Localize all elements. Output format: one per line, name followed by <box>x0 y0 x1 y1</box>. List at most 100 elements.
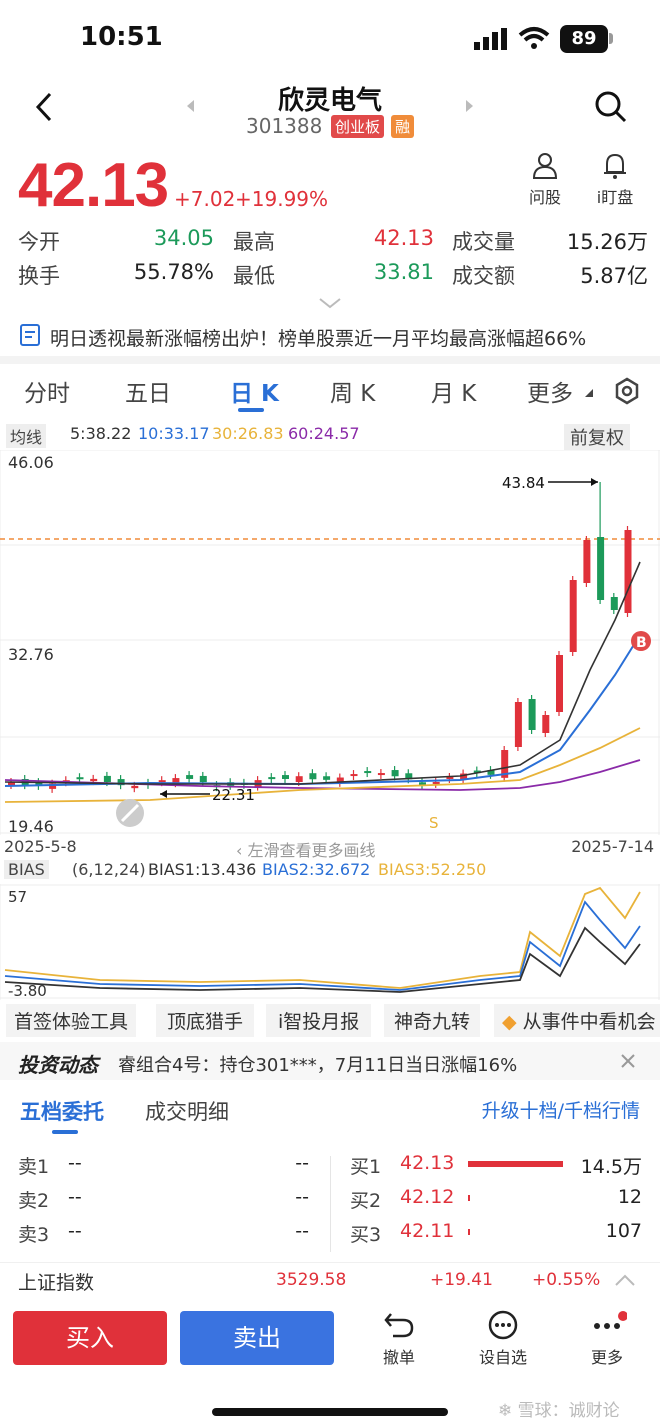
settings-icon[interactable] <box>612 376 642 406</box>
bias-params: (6,12,24) <box>72 860 146 879</box>
news-banner[interactable]: 明日透视最新涨幅榜出炉！榜单股票近一月平均最高涨幅超66% <box>0 318 660 354</box>
candle-body <box>172 778 180 784</box>
ma5-line <box>4 561 641 785</box>
candle-body <box>103 775 111 783</box>
candle-body <box>446 776 454 779</box>
y-axis-top: 46.06 <box>8 453 54 472</box>
bias-top-label: 57 <box>8 888 27 906</box>
sell-price: -- <box>68 1186 82 1208</box>
bias2-line <box>4 900 641 991</box>
sell-label: 卖2 <box>18 1190 50 1212</box>
add-watchlist-button[interactable]: 设自选 <box>468 1310 538 1368</box>
person-icon <box>532 153 558 179</box>
candle-body <box>624 530 632 613</box>
expand-chevron-icon[interactable] <box>318 296 342 310</box>
prev-stock-icon[interactable] <box>184 98 196 114</box>
margin-tag: 融 <box>391 115 415 138</box>
tools-row: 首签体验工具 顶底猎手 i智投月报 神奇九转 ◆ 从事件中看机会 <box>0 1004 660 1038</box>
buy-label: 买1 <box>350 1156 382 1178</box>
tab-weekly-k[interactable]: 周 K <box>330 381 376 407</box>
high-label: 最高 <box>233 230 275 254</box>
bias-bottom-label: -3.80 <box>8 982 47 1000</box>
kline-chart[interactable]: 46.06 32.76 19.46 43.84 22.31 S B <box>0 450 660 835</box>
swipe-hint: ‹ 左滑查看更多画线 <box>236 837 376 861</box>
ask-stock-button[interactable]: 问股 <box>510 152 580 208</box>
candle-body <box>432 781 440 784</box>
candle-body <box>76 777 84 780</box>
candle-body <box>405 773 413 780</box>
tool-chip-events[interactable]: ◆ 从事件中看机会 <box>494 1004 660 1037</box>
candle-body <box>8 782 15 785</box>
cancel-order-label: 撤单 <box>382 1348 415 1367</box>
tab-more[interactable]: 更多 <box>527 381 573 407</box>
board-tag: 创业板 <box>331 115 385 138</box>
tab-order-levels[interactable]: 五档委托 <box>20 1100 104 1124</box>
candle-body <box>377 773 385 776</box>
close-icon[interactable] <box>620 1053 636 1069</box>
document-icon <box>20 324 40 346</box>
bias3-value: BIAS3:52.250 <box>378 860 487 879</box>
candle-body <box>583 540 591 583</box>
buy-button[interactable]: 买入 <box>13 1311 167 1365</box>
diamond-icon: ◆ <box>502 1011 523 1033</box>
more-button[interactable]: 更多 <box>572 1310 642 1368</box>
tool-chip-nine-turns[interactable]: 神奇九转 <box>384 1004 481 1037</box>
tool-chip-trial[interactable]: 首签体验工具 <box>6 1004 137 1037</box>
back-icon[interactable] <box>30 90 58 124</box>
tool-chip-bottom-hunter[interactable]: 顶底猎手 <box>156 1004 255 1037</box>
bias1-line <box>4 926 641 993</box>
turnover-value: 55.78% <box>133 260 214 284</box>
tool-chip-monthly[interactable]: i智投月报 <box>266 1004 372 1037</box>
tab-trade-detail[interactable]: 成交明细 <box>145 1100 229 1124</box>
tab-intraday[interactable]: 分时 <box>24 381 70 407</box>
investment-dynamic-bar[interactable]: 投资动态 睿组合4号：持仓301***，7月11日当日涨幅16% <box>0 1042 660 1080</box>
low-arrow-head <box>160 790 167 798</box>
y-axis-mid: 32.76 <box>8 645 54 664</box>
adjust-selector[interactable]: 前复权 <box>564 424 630 450</box>
watch-plate-button[interactable]: i盯盘 <box>580 152 650 208</box>
tool-chip-events-label: 从事件中看机会 <box>522 1011 656 1033</box>
home-indicator <box>212 1408 448 1416</box>
next-stock-icon[interactable] <box>464 98 476 114</box>
active-tab-indicator <box>52 1130 78 1134</box>
sell-button[interactable]: 卖出 <box>180 1311 334 1365</box>
battery-tip <box>609 33 613 44</box>
open-label: 今开 <box>18 230 60 254</box>
chevron-up-icon[interactable] <box>614 1273 636 1287</box>
ma-toggle[interactable]: 均线 <box>6 424 47 448</box>
turnover-label: 换手 <box>18 264 60 288</box>
candle-body <box>528 699 536 730</box>
bias2-value: BIAS2:32.672 <box>262 860 371 879</box>
bias-selector[interactable]: BIAS <box>4 860 49 879</box>
index-name: 上证指数 <box>18 1272 95 1294</box>
candle-body <box>487 770 495 775</box>
candle-body <box>569 580 577 652</box>
buy-price: 42.11 <box>400 1220 455 1242</box>
cancel-order-button[interactable]: 撤单 <box>364 1310 434 1368</box>
dropdown-icon <box>585 389 593 397</box>
bias3-line <box>4 886 641 989</box>
open-value: 34.05 <box>153 226 214 250</box>
candle-body <box>460 773 468 780</box>
candle-body <box>323 776 331 780</box>
index-ticker[interactable]: 上证指数 3529.58 +19.41 +0.55% <box>0 1262 660 1298</box>
candle-body <box>542 715 550 733</box>
tab-monthly-k[interactable]: 月 K <box>431 381 477 407</box>
buy-label: 买2 <box>350 1190 382 1212</box>
index-pct: +0.55% <box>532 1270 601 1290</box>
index-change: +19.41 <box>430 1270 493 1290</box>
buy-volume: 107 <box>605 1220 642 1242</box>
tab-daily-k[interactable]: 日 K <box>230 381 279 407</box>
candle-body <box>131 785 139 789</box>
bias-chart[interactable]: 57 -3.80 <box>0 884 660 1000</box>
search-icon[interactable] <box>593 89 629 125</box>
low-label: 最低 <box>233 264 275 288</box>
ma30-line <box>4 727 641 803</box>
watermark: ❄ 雪球：诚财论 <box>498 1396 620 1421</box>
chart-tabs: 分时 五日 日 K 周 K 月 K 更多 <box>0 374 660 414</box>
high-value: 42.13 <box>373 226 434 250</box>
buy-volume: 12 <box>617 1186 642 1208</box>
candle-body <box>556 655 563 712</box>
upgrade-link[interactable]: 升级十档/千档行情 <box>481 1100 640 1122</box>
tab-five-day[interactable]: 五日 <box>125 381 171 407</box>
